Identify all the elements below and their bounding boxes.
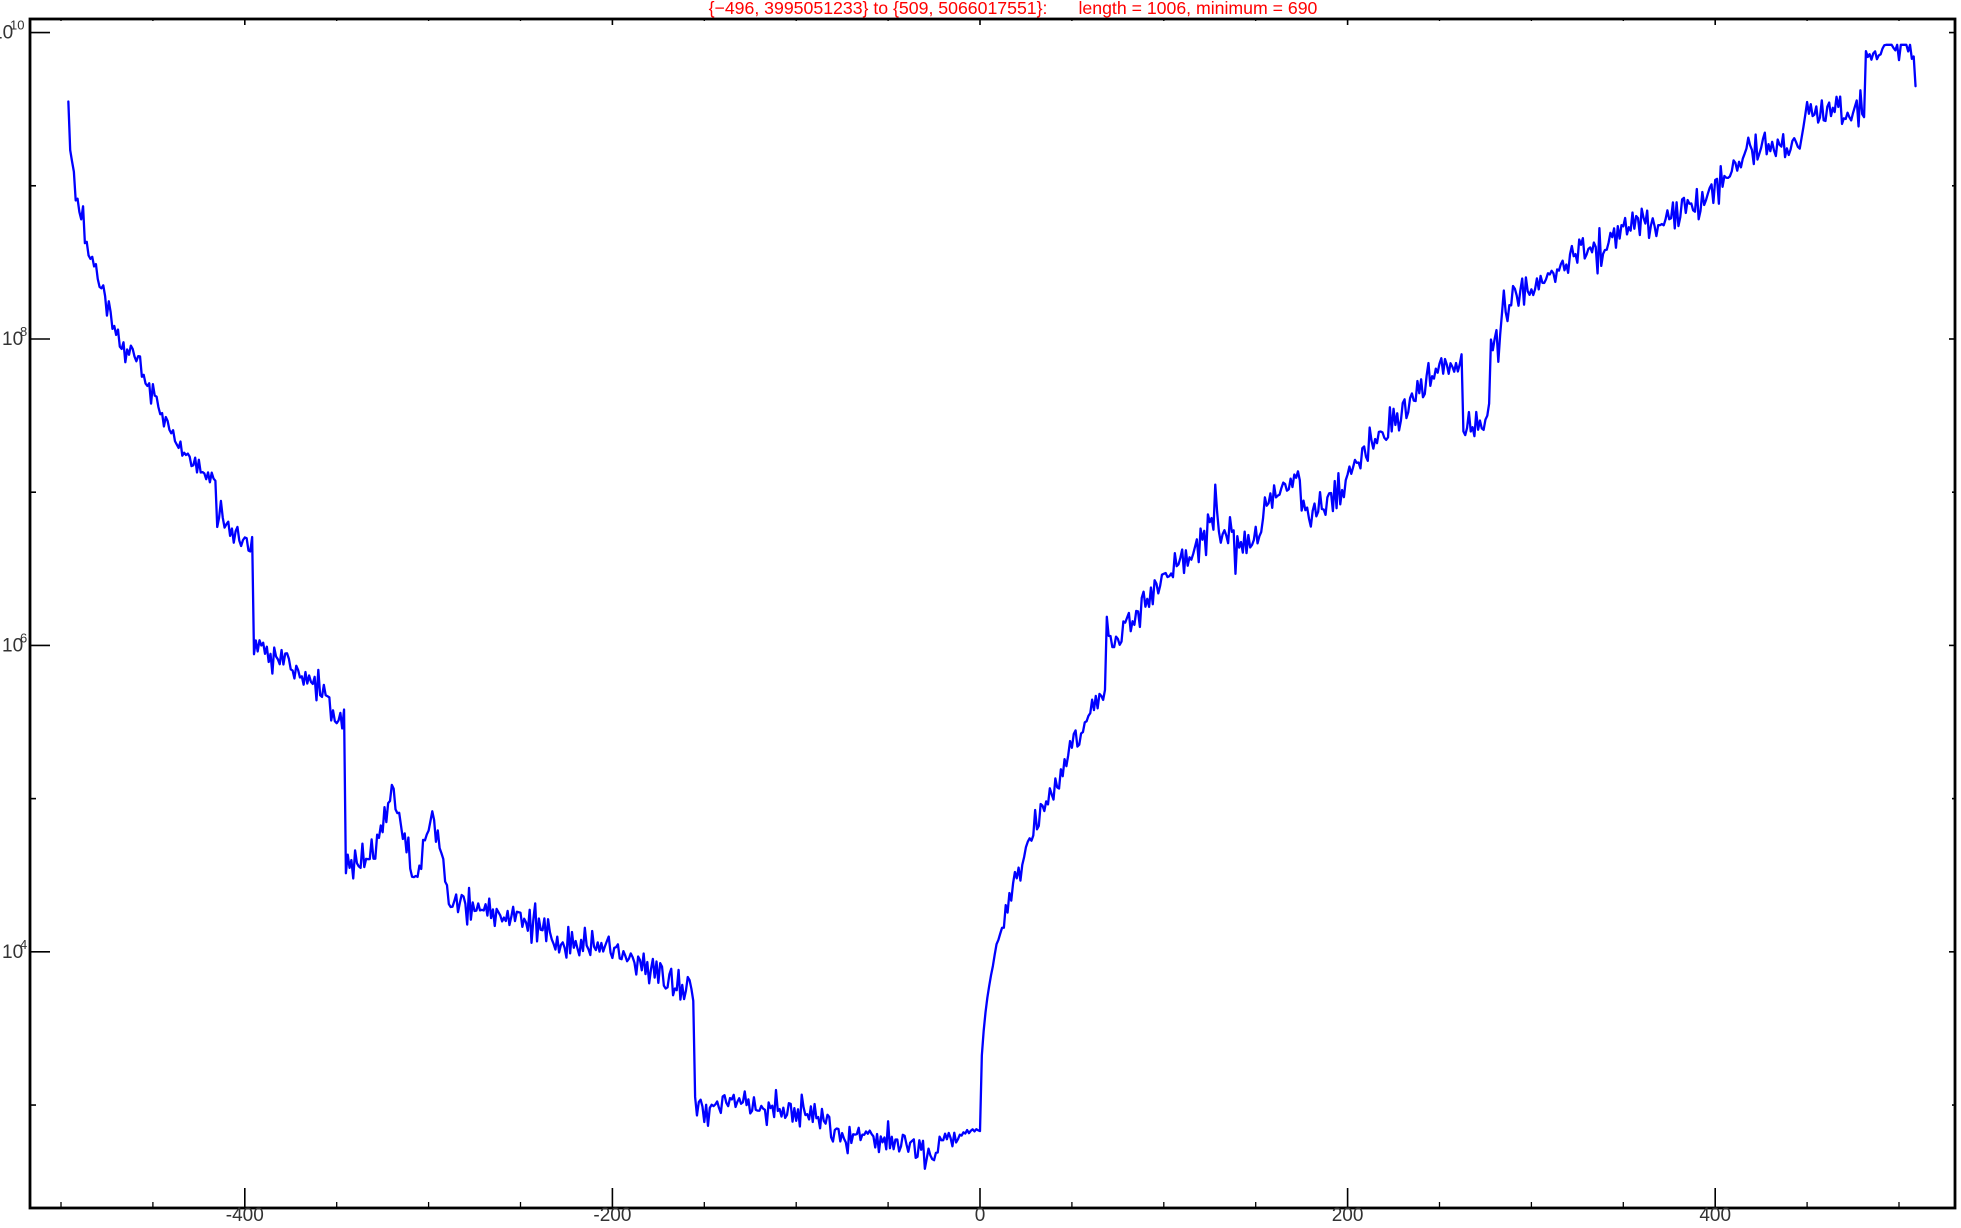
svg-text:400: 400 <box>1699 1205 1731 1226</box>
svg-text:10: 10 <box>10 18 24 33</box>
svg-text:200: 200 <box>1332 1205 1364 1226</box>
svg-text:-200: -200 <box>593 1205 631 1226</box>
svg-text:4: 4 <box>20 937 27 952</box>
svg-text:-400: -400 <box>226 1205 264 1226</box>
svg-text:8: 8 <box>20 324 27 339</box>
svg-text:0: 0 <box>975 1205 986 1226</box>
svg-text:{−496, 3995051233} to {509, 50: {−496, 3995051233} to {509, 5066017551}:… <box>709 0 1318 18</box>
svg-text:6: 6 <box>20 630 27 645</box>
